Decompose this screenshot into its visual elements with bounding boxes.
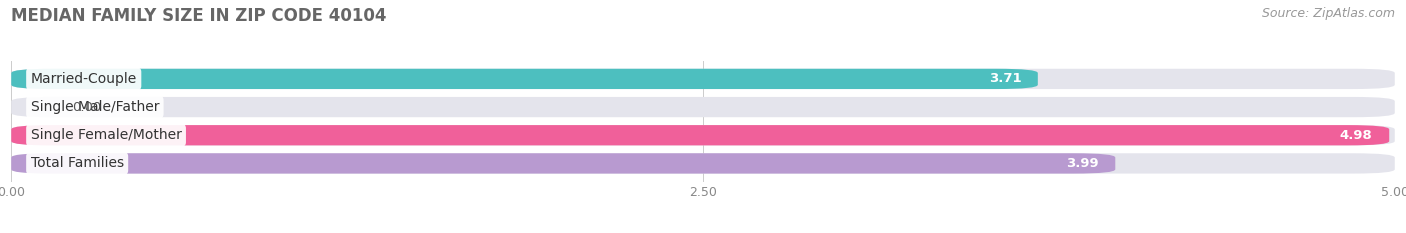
Text: Single Female/Mother: Single Female/Mother — [31, 128, 181, 142]
Text: 3.71: 3.71 — [988, 72, 1021, 86]
FancyBboxPatch shape — [11, 125, 1389, 145]
FancyBboxPatch shape — [11, 153, 1395, 174]
Text: 4.98: 4.98 — [1340, 129, 1372, 142]
Text: Single Male/Father: Single Male/Father — [31, 100, 159, 114]
Text: Married-Couple: Married-Couple — [31, 72, 136, 86]
FancyBboxPatch shape — [11, 69, 1038, 89]
Text: Total Families: Total Families — [31, 156, 124, 170]
Text: 3.99: 3.99 — [1066, 157, 1098, 170]
Text: MEDIAN FAMILY SIZE IN ZIP CODE 40104: MEDIAN FAMILY SIZE IN ZIP CODE 40104 — [11, 7, 387, 25]
Text: 0.00: 0.00 — [72, 101, 101, 113]
FancyBboxPatch shape — [11, 69, 1395, 89]
FancyBboxPatch shape — [11, 125, 1395, 145]
Text: Source: ZipAtlas.com: Source: ZipAtlas.com — [1261, 7, 1395, 20]
FancyBboxPatch shape — [11, 153, 1115, 174]
FancyBboxPatch shape — [11, 97, 1395, 117]
